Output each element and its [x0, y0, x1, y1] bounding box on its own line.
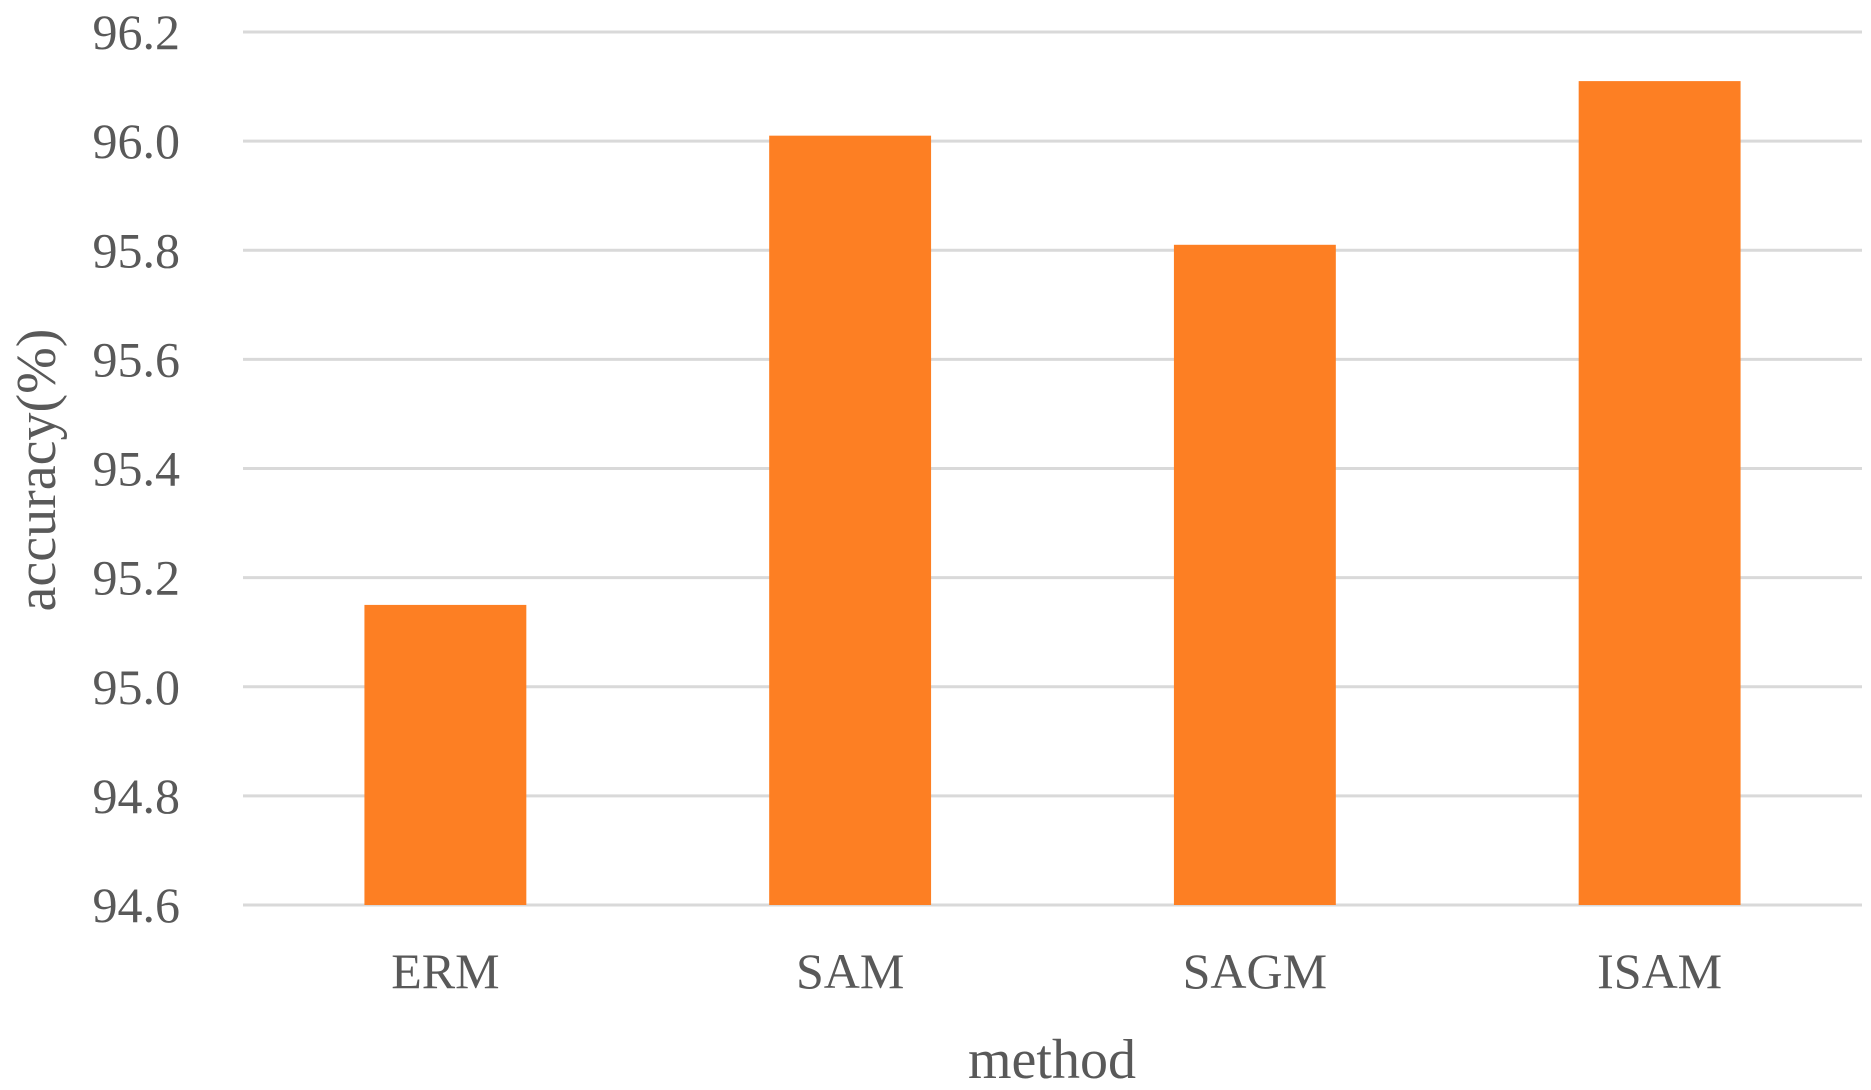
x-tick-label: ISAM: [1597, 943, 1722, 999]
y-tick-label: 95.4: [93, 441, 181, 497]
y-axis-ticks: 94.6 94.8 95.0 95.2 95.4 95.6 95.8 96.0 96.2: [93, 4, 181, 933]
x-tick-label: ERM: [391, 943, 499, 999]
bar-sagm: [1173, 244, 1336, 905]
x-axis-ticks: ERM SAM SAGM ISAM: [391, 943, 1722, 999]
y-axis-title: accuracy(%): [6, 329, 68, 612]
x-tick-label: SAM: [796, 943, 904, 999]
y-tick-label: 94.8: [93, 768, 181, 824]
y-tick-label: 96.0: [93, 113, 181, 169]
bar-erm: [364, 604, 527, 905]
bar-sam: [769, 135, 932, 905]
x-axis-title: method: [968, 1029, 1136, 1090]
y-tick-label: 95.6: [93, 331, 181, 387]
y-tick-label: 95.0: [93, 659, 181, 715]
y-tick-label: 94.6: [93, 877, 181, 933]
y-tick-label: 96.2: [93, 4, 181, 60]
bars: [364, 81, 1741, 905]
x-tick-label: SAGM: [1183, 943, 1327, 999]
bar-isam: [1578, 81, 1741, 905]
y-tick-label: 95.8: [93, 222, 181, 278]
y-tick-label: 95.2: [93, 550, 181, 606]
